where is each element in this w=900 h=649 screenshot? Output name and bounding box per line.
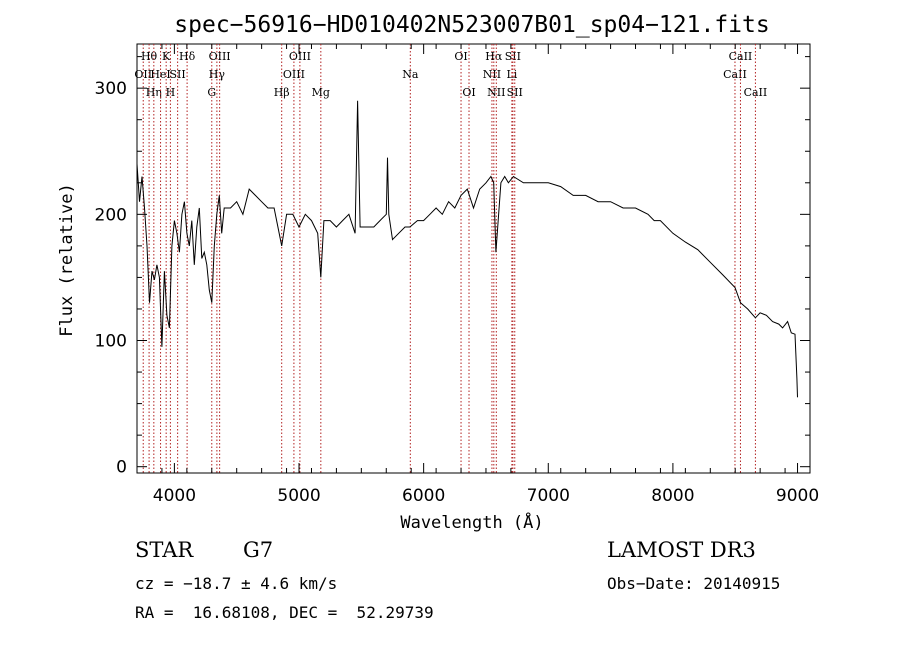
line-marker-label: OIII [289,50,311,63]
line-marker-label: OII [134,68,152,81]
line-marker-label: G [207,86,216,99]
line-marker-label: Hη [146,86,162,99]
redshift-velocity: cz = −18.7 ± 4.6 km/s [135,574,338,593]
plot-frame [136,43,811,474]
emission-line-markers: OII Hθ Hη HeI K H SII Hδ G Hγ OIII Hβ OIII OIII Mg Na OI… [134,44,767,473]
line-marker-label: NII [483,68,501,81]
line-marker-label: OI [462,86,475,99]
line-marker-label: SII [505,50,521,63]
y-axis-title: Flux (relative) [57,183,77,337]
line-marker-label: K [162,50,171,63]
subclass: G7 [243,538,274,562]
y-tick-label: 300 [95,79,127,99]
x-tick-label: 8000 [651,486,694,506]
line-marker-label: Hα [485,50,503,63]
line-marker-label: CaII [729,50,753,63]
line-marker-label: SII [170,68,186,81]
line-marker-label: Mg [312,86,330,99]
line-marker-label: Hγ [209,68,226,81]
line-marker-label: Hθ [141,50,158,63]
line-marker-label: HeI [150,68,170,81]
line-marker-label: CaII [723,68,747,81]
line-marker-label: CaII [744,86,768,99]
observation-date: Obs−Date: 20140915 [607,574,781,593]
line-marker-label: OIII [209,50,231,63]
x-axis-title: Wavelength (Å) [400,511,543,533]
line-marker-label: Na [402,68,419,81]
line-marker-label: Li [506,68,517,81]
x-tick-label: 7000 [527,486,570,506]
line-marker-label: OI [454,50,467,63]
axis-ticks: 4000 5000 6000 7000 8000 9000 0 100 200 300 [95,44,819,506]
x-tick-label: 6000 [402,486,445,506]
line-marker-label: OIII [283,68,305,81]
x-tick-label: 4000 [153,486,196,506]
line-marker-label: Hδ [179,50,196,63]
chart-title: spec−56916−HD010402N523007B01_sp04−121.f… [174,12,769,38]
y-tick-label: 200 [95,205,127,225]
x-tick-label: 9000 [776,486,819,506]
y-tick-label: 0 [116,458,127,478]
survey-name: LAMOST DR3 [607,538,756,562]
line-marker-label: NII [487,86,505,99]
line-marker-label: H [166,86,176,99]
spectrum-line [136,100,798,398]
line-marker-label: Hβ [274,86,290,99]
x-tick-label: 5000 [277,486,320,506]
y-tick-label: 100 [95,332,127,352]
object-class: STAR [135,538,194,562]
line-marker-label: SII [507,86,523,99]
sky-coordinates: RA = 16.68108, DEC = 52.29739 [135,603,434,622]
